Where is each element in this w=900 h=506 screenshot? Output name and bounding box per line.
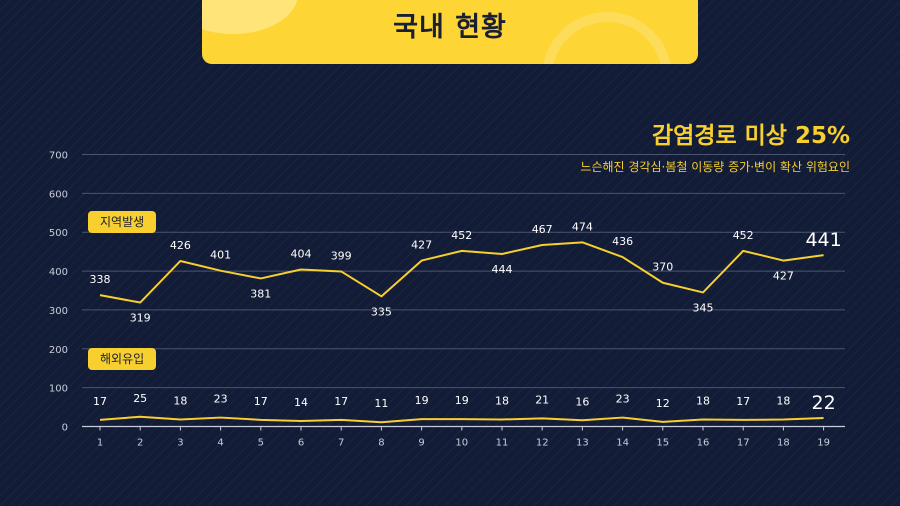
x-tick-label: 15 [656,438,669,449]
data-label-overseas: 17 [254,395,268,408]
x-tick-label: 6 [298,438,304,449]
data-label-domestic: 452 [733,229,754,242]
x-tick-label: 2 [137,438,143,449]
data-label-domestic: 370 [652,261,673,274]
series-line-domestic [99,241,824,304]
y-tick-label: 600 [49,189,68,200]
data-label-domestic: 381 [250,287,271,300]
data-label-overseas: 18 [776,395,790,408]
data-label-domestic: 444 [492,263,513,276]
data-label-overseas: 18 [173,395,187,408]
data-label-overseas: 22 [812,392,836,414]
data-label-overseas: 17 [334,395,348,408]
data-label-domestic: 319 [130,312,151,325]
data-label-overseas: 14 [294,396,308,409]
x-tick-label: 11 [496,438,509,449]
y-tick-label: 200 [49,345,68,356]
data-label-overseas: 11 [374,397,388,410]
data-label-domestic: 345 [693,301,714,314]
series-line-overseas [99,415,824,424]
y-tick-label: 400 [49,267,68,278]
data-label-domestic: 426 [170,239,191,252]
x-tick-label: 3 [177,438,183,449]
x-tick-label: 5 [258,438,264,449]
data-label-overseas: 19 [455,394,469,407]
data-label-overseas: 18 [495,395,509,408]
data-label-domestic: 335 [371,305,392,318]
data-label-domestic: 452 [451,229,472,242]
data-label-domestic: 427 [773,270,794,283]
x-tick-label: 4 [217,438,223,449]
legend-badge-domestic: 지역발생 [88,211,157,233]
data-label-domestic: 441 [805,229,841,251]
x-tick-label: 10 [455,438,468,449]
x-tick-label: 1 [97,438,103,449]
grid-lines [82,154,845,428]
data-label-domestic: 467 [532,223,553,236]
data-label-domestic: 427 [411,239,432,252]
page-title: 국내 현황 [393,12,507,43]
data-label-overseas: 12 [656,397,670,410]
data-label-domestic: 436 [612,235,633,248]
series-lines [99,241,824,424]
x-tick-label: 14 [616,438,629,449]
x-tick-label: 7 [338,438,344,449]
y-tick-label: 300 [49,306,68,317]
x-tick-label: 12 [536,438,549,449]
x-tick-label: 17 [737,438,750,449]
y-tick-label: 100 [49,384,68,395]
data-label-overseas: 23 [616,393,630,406]
x-tick-label: 8 [378,438,384,449]
data-label-overseas: 23 [214,393,228,406]
y-tick-label: 700 [49,151,68,162]
data-label-domestic: 399 [331,249,352,262]
headline: 감염경로 미상 25% [651,123,850,149]
y-tick-label: 0 [62,423,68,434]
x-tick-label: 16 [697,438,710,449]
x-tick-label: 13 [576,438,589,449]
title-banner: 국내 현황 [202,0,698,64]
data-label-domestic: 404 [291,248,312,261]
data-label-overseas: 21 [535,393,549,406]
data-label-domestic: 474 [572,220,593,233]
data-label-overseas: 17 [736,395,750,408]
x-tick-label: 19 [817,438,830,449]
data-labels: 338 319 426 401 381 404 399 335 427 452 444 467 474 4… [90,220,842,414]
data-label-overseas: 17 [93,395,107,408]
data-label-overseas: 18 [696,395,710,408]
data-label-overseas: 16 [575,395,589,408]
x-tick-label: 9 [418,438,424,449]
data-label-overseas: 19 [415,394,429,407]
data-label-domestic: 401 [210,249,231,262]
legend-badge-overseas: 해외유입 [88,348,157,370]
data-label-domestic: 338 [90,273,111,286]
x-tick-label: 18 [777,438,790,449]
y-tick-label: 500 [49,228,68,239]
data-label-overseas: 25 [133,392,147,405]
subheadline: 느슨해진 경각심·봄철 이동량 증가·변이 확산 위험요인 [580,160,850,174]
